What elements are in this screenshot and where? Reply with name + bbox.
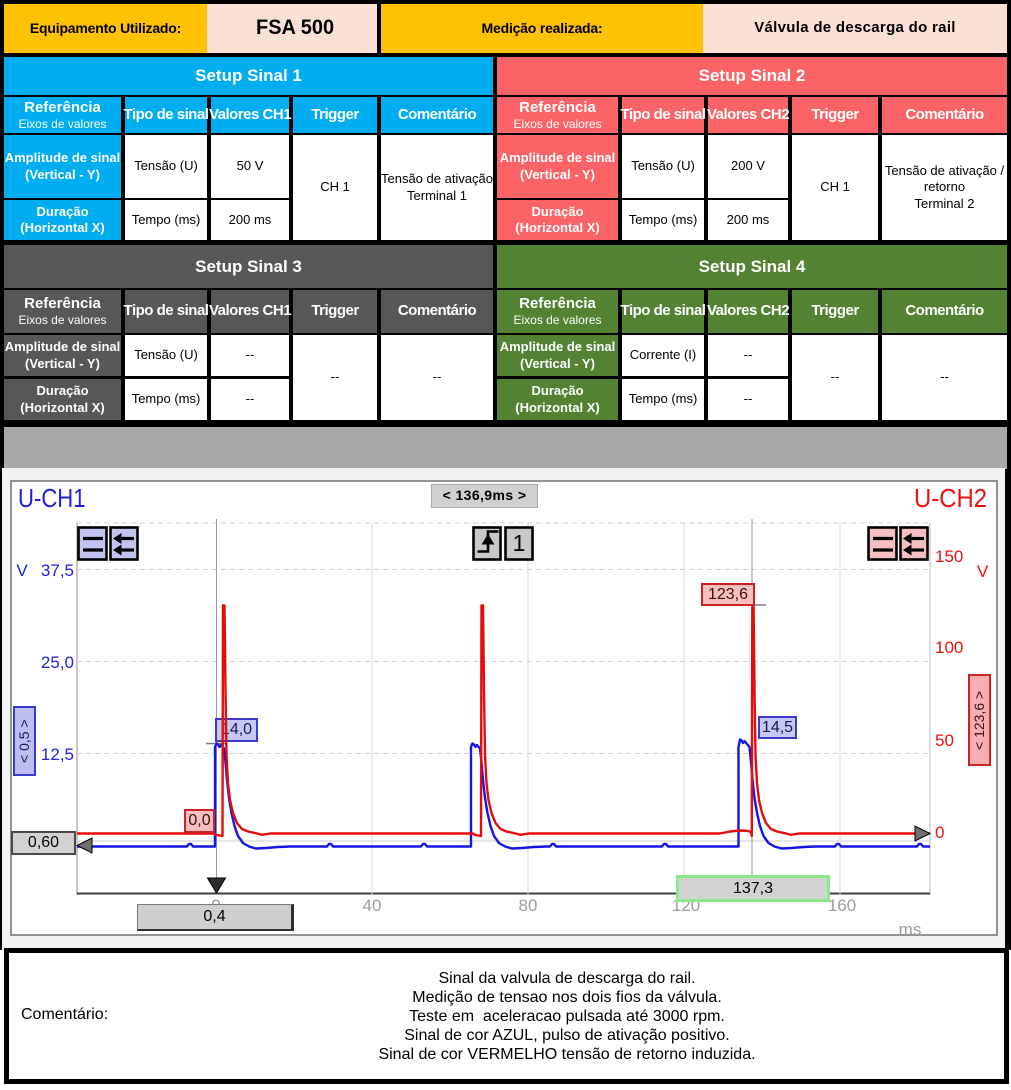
- svg-text:12,5: 12,5: [41, 745, 74, 764]
- svg-text:V: V: [16, 561, 28, 580]
- svg-text:100: 100: [935, 638, 963, 657]
- svg-text:50: 50: [935, 731, 954, 750]
- svg-text:ms: ms: [899, 920, 922, 939]
- svg-text:40: 40: [363, 896, 382, 915]
- svg-text:37,5: 37,5: [41, 561, 74, 580]
- svg-text:V: V: [977, 562, 989, 581]
- svg-text:25,0: 25,0: [41, 653, 74, 672]
- svg-text:0: 0: [935, 823, 944, 842]
- svg-text:160: 160: [828, 896, 856, 915]
- svg-text:1: 1: [513, 530, 526, 556]
- svg-text:150: 150: [935, 547, 963, 566]
- svg-text:80: 80: [519, 896, 538, 915]
